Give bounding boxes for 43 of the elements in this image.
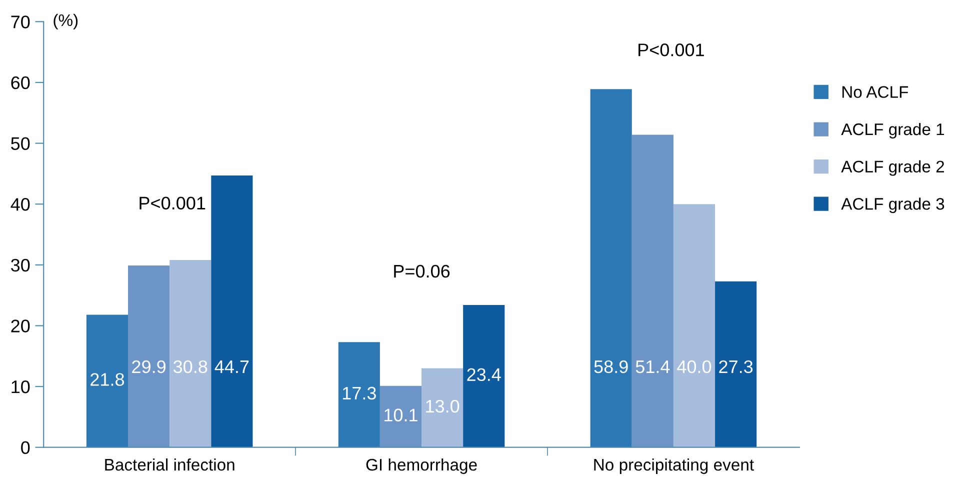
data-label: 27.3: [719, 360, 753, 374]
bar: [211, 176, 253, 448]
bar: [380, 386, 422, 448]
data-label: 17.3: [342, 386, 376, 400]
y-tick-label: 30: [11, 258, 30, 272]
y-tick-label: 0: [21, 441, 30, 454]
x-tick-label: GI hemorrhage: [366, 458, 477, 474]
y-axis-title: (%): [54, 14, 78, 30]
annotation: P<0.001: [638, 44, 704, 56]
data-label: 13.0: [426, 400, 460, 413]
legend-label: ACLF grade 1: [841, 122, 944, 139]
bar: [632, 134, 674, 448]
bar: [673, 204, 716, 448]
y-tick-label: 70: [11, 16, 30, 28]
bar: [715, 281, 757, 448]
y-tick-label: 40: [10, 198, 30, 211]
data-label: 58.9: [594, 360, 628, 374]
y-tick-label: 10: [12, 380, 30, 394]
x-tick-label: No precipitating event: [594, 458, 754, 474]
legend-label: No ACLF: [842, 86, 908, 98]
data-label: 40.0: [677, 360, 712, 374]
annotation: P=0.06: [394, 264, 450, 278]
y-tick-label: 20: [11, 320, 30, 332]
bar: [86, 314, 128, 448]
legend-label: ACLF grade 2: [841, 160, 944, 176]
bar: [170, 260, 212, 448]
bar: [338, 342, 380, 448]
y-tick-label: 60: [11, 76, 30, 90]
annotation: P<0.001: [140, 196, 206, 210]
data-label: 44.7: [214, 360, 249, 373]
bar: [128, 266, 170, 448]
bar: [463, 305, 505, 448]
legend-label: ACLF grade 3: [841, 198, 944, 214]
data-label: 23.4: [467, 368, 501, 382]
data-label: 30.8: [173, 360, 208, 374]
data-label: 29.9: [132, 360, 166, 374]
data-label: 21.8: [90, 373, 124, 386]
bar: [590, 89, 632, 448]
data-label: 51.4: [636, 360, 670, 374]
x-tick-label: Bacterial infection: [105, 458, 234, 471]
y-tick-label: 50: [11, 137, 30, 150]
data-label: 10.1: [384, 408, 418, 422]
bar: [422, 368, 464, 448]
